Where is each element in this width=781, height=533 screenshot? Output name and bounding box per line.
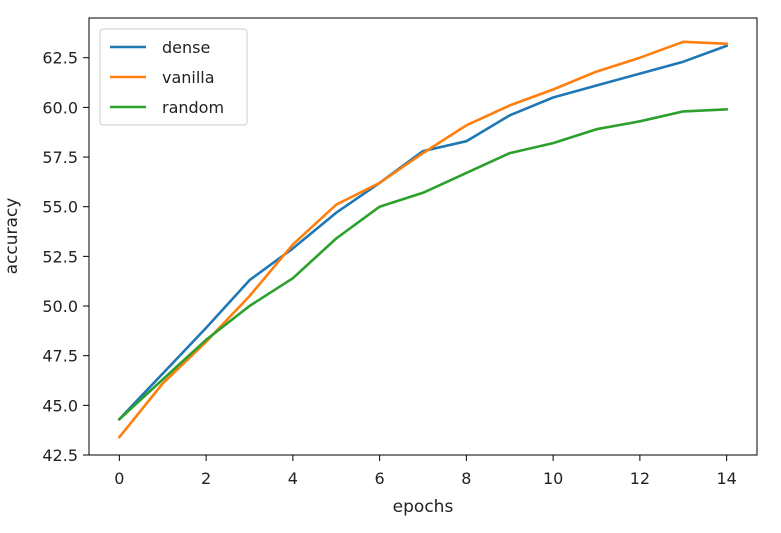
series-line-vanilla: [117, 40, 728, 439]
y-axis-label: accuracy: [2, 198, 22, 275]
x-tick-label: 4: [288, 469, 298, 488]
legend-label-random: random: [162, 98, 224, 117]
y-tick-label: 47.5: [42, 347, 78, 366]
series-line-dense: [117, 44, 729, 422]
x-tick-label: 14: [716, 469, 736, 488]
y-tick-label: 60.0: [42, 98, 78, 117]
y-tick-label: 57.5: [42, 148, 78, 167]
series-lines: [117, 40, 729, 439]
x-tick-label: 10: [543, 469, 563, 488]
y-tick-label: 45.0: [42, 396, 78, 415]
series-line-random: [117, 108, 728, 422]
x-tick-label: 8: [461, 469, 471, 488]
x-axis-label: epochs: [393, 497, 454, 517]
x-axis-ticks: 0 2 4 6 8 10 12 14: [114, 455, 737, 488]
x-tick-label: 2: [201, 469, 211, 488]
x-tick-label: 0: [114, 469, 124, 488]
legend-box: [99, 28, 248, 126]
y-tick-label: 42.5: [42, 446, 78, 465]
legend: dense vanilla random: [99, 28, 248, 126]
x-tick-label: 6: [375, 469, 385, 488]
legend-label-dense: dense: [162, 38, 210, 57]
y-tick-label: 62.5: [42, 49, 78, 68]
y-tick-label: 52.5: [42, 247, 78, 266]
y-tick-label: 50.0: [42, 297, 78, 316]
y-tick-label: 55.0: [42, 198, 78, 217]
legend-label-vanilla: vanilla: [162, 68, 215, 87]
x-tick-label: 12: [630, 469, 650, 488]
y-axis-ticks: 42.5 45.0 47.5 50.0 52.5 55.0 57.5 60.0 62.5: [42, 49, 89, 465]
